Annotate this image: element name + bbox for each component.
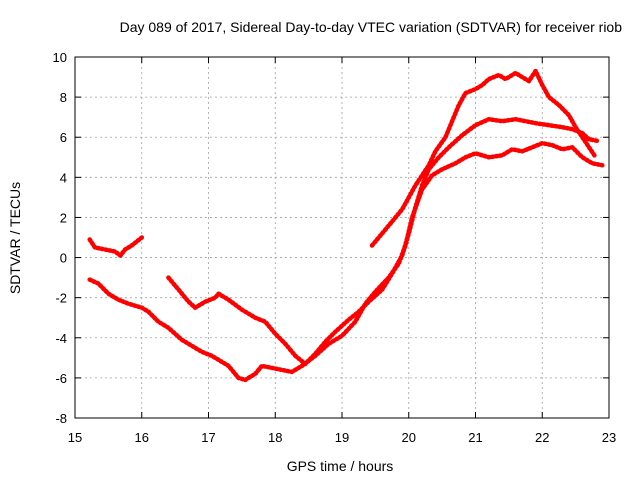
series-trace-1 [87,235,145,258]
x-tick-label: 16 [135,430,149,445]
gridlines [75,57,609,418]
y-tick-label: 2 [60,210,67,225]
y-tick-label: 0 [60,251,67,266]
x-tick-label: 23 [602,430,616,445]
y-tick-label: 4 [60,170,67,185]
x-tick-label: 15 [68,430,82,445]
series-layer [87,68,605,383]
y-tick-label: 6 [60,130,67,145]
y-tick-label: 10 [53,50,67,65]
x-tick-label: 19 [335,430,349,445]
x-tick-labels: 15 16 17 18 19 20 21 22 23 [68,430,616,445]
x-tick-label: 17 [201,430,215,445]
series-trace-2 [87,140,605,383]
x-tick-label: 18 [268,430,282,445]
y-tick-label: 8 [60,90,67,105]
y-tick-label: -2 [55,291,67,306]
axis-ticks [74,56,610,419]
y-tick-label: -8 [55,411,67,426]
y-tick-labels: -8 -6 -4 -2 0 2 4 6 8 10 [53,50,67,426]
x-tick-label: 21 [468,430,482,445]
series-trace-4 [369,68,598,248]
y-tick-label: -6 [55,371,67,386]
chart-title: Day 089 of 2017, Sidereal Day-to-day VTE… [120,19,623,35]
y-axis-label: SDTVAR / TECUs [7,182,23,294]
y-tick-label: -4 [55,331,67,346]
series-trace-3 [166,116,602,367]
x-axis-label: GPS time / hours [287,458,394,474]
x-tick-label: 22 [535,430,549,445]
x-tick-label: 20 [402,430,416,445]
